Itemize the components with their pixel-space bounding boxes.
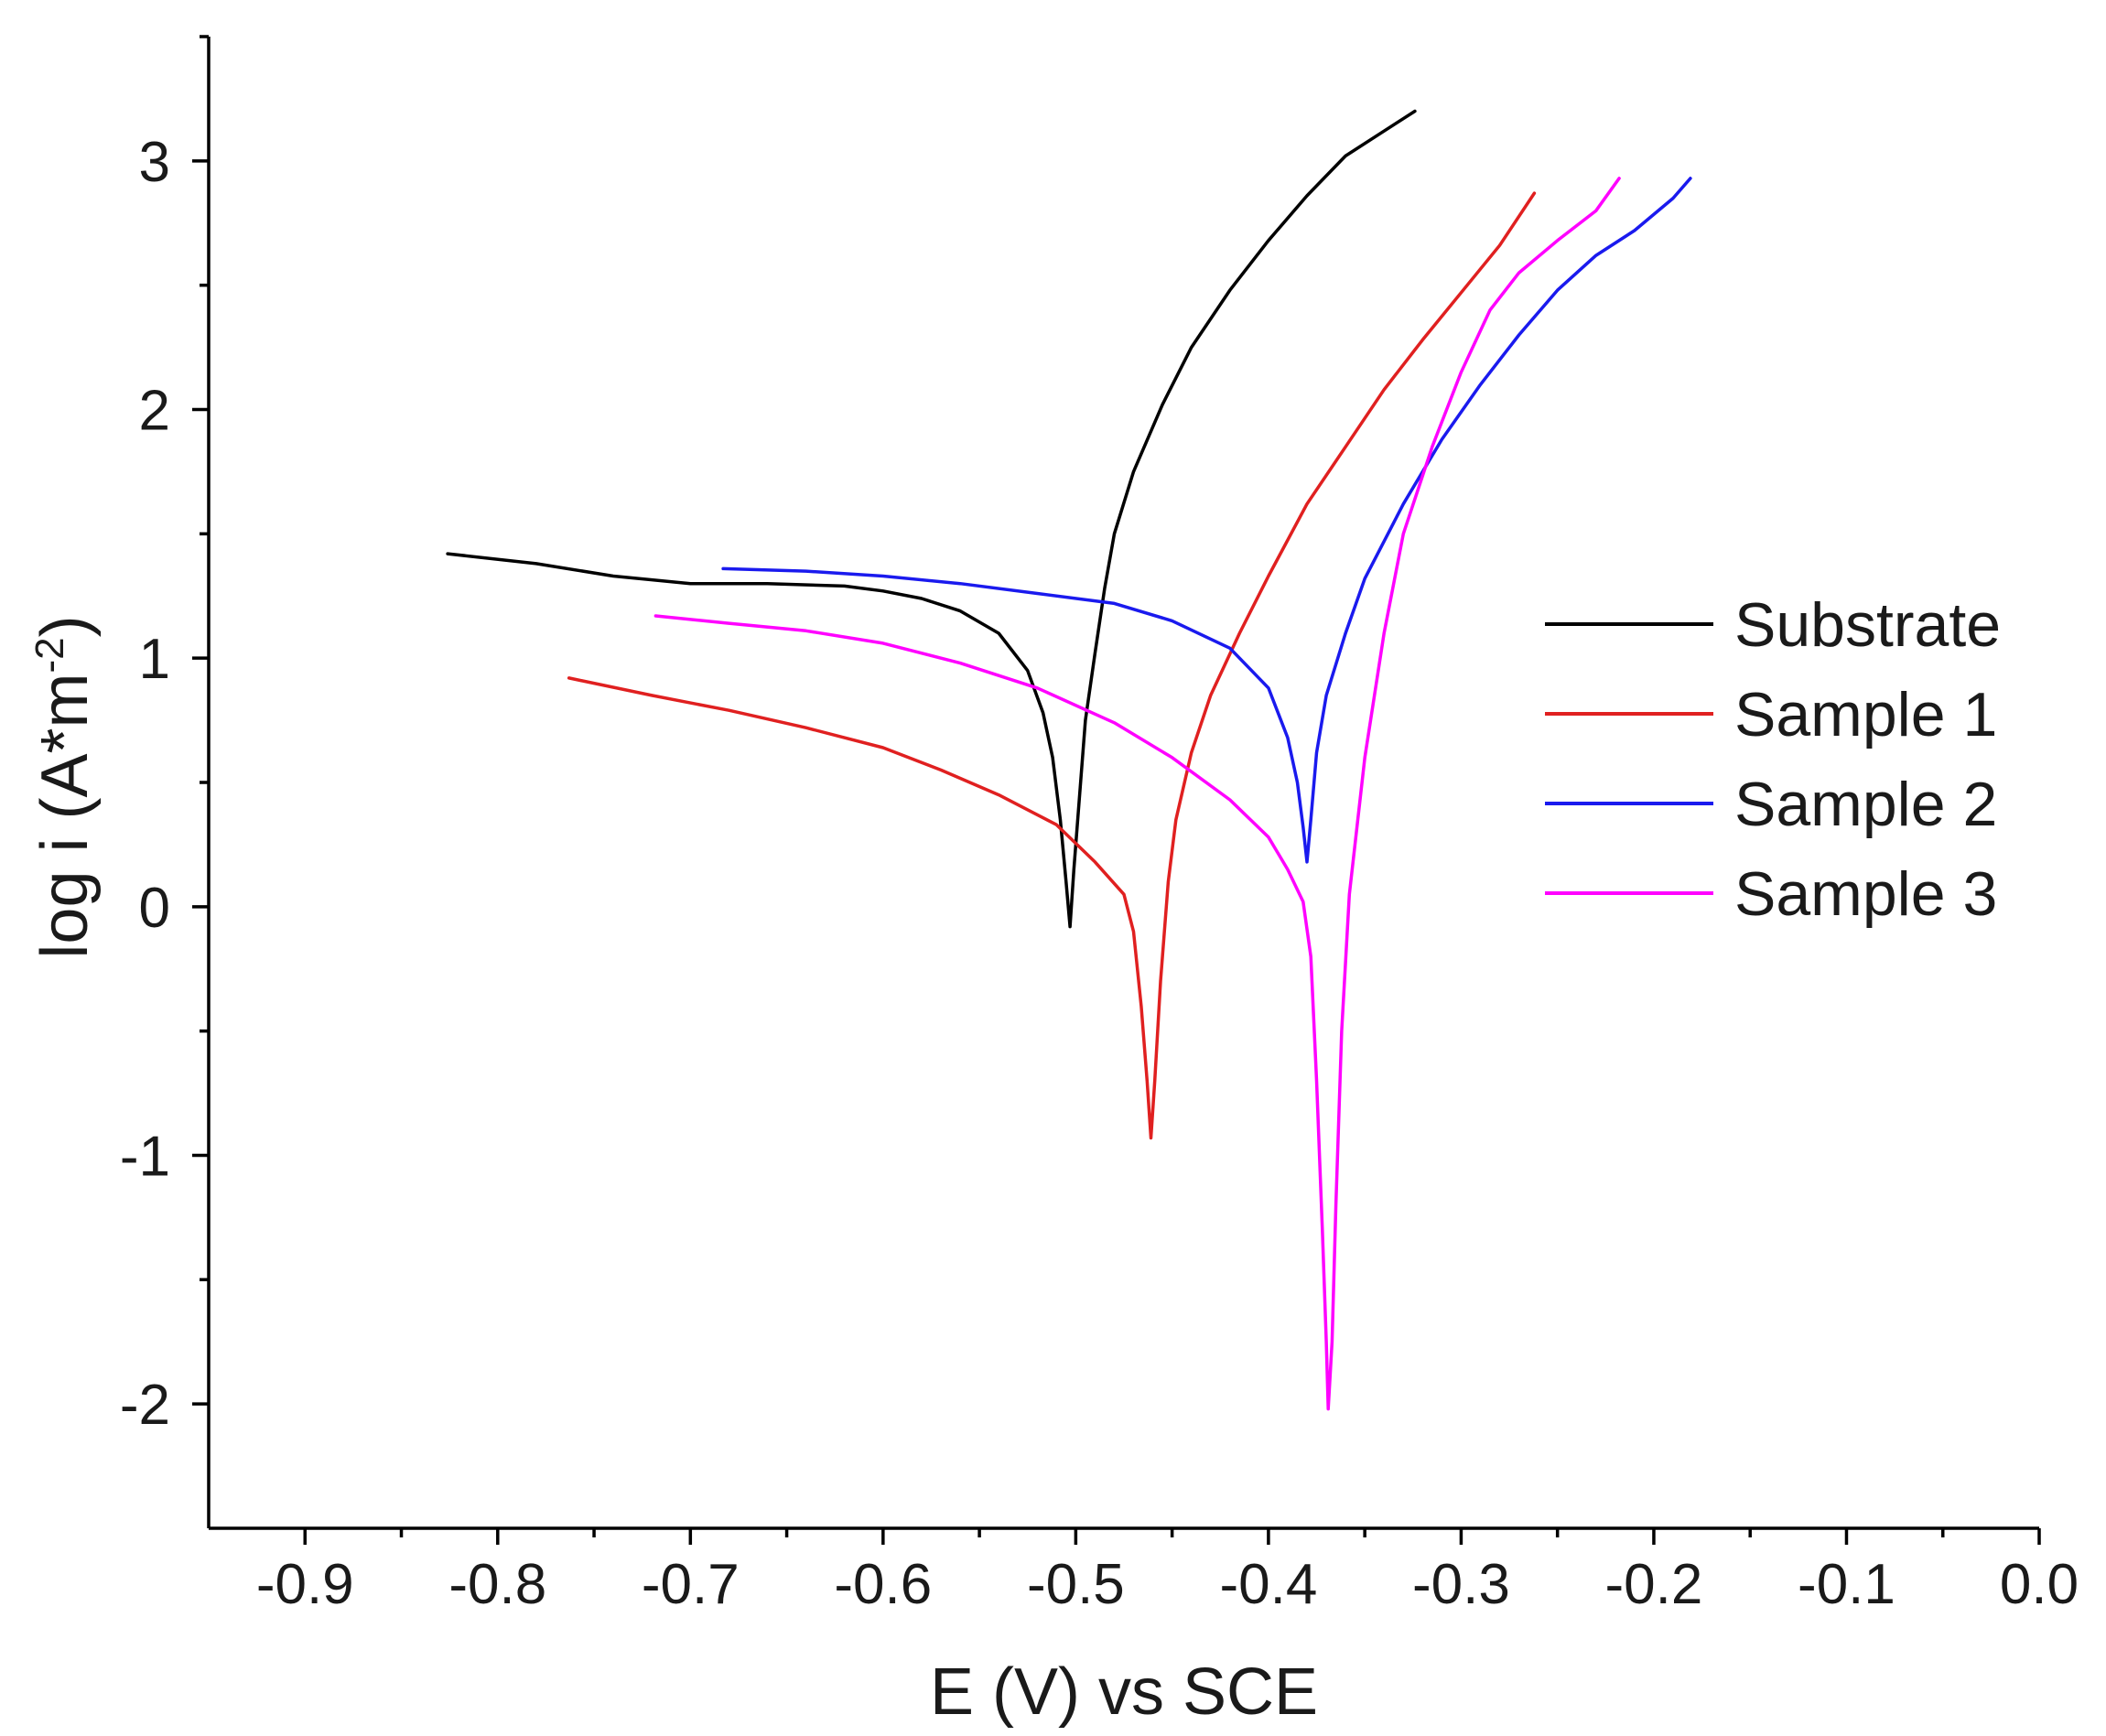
x-tick-label: -0.8	[448, 1553, 546, 1616]
x-axis-title: E (V) vs SCE	[930, 1655, 1318, 1729]
series-line-substrate	[446, 109, 1417, 929]
x-tick-label: -0.2	[1605, 1553, 1703, 1616]
y-tick-label: 3	[139, 131, 170, 194]
series-line-sample-3	[653, 177, 1621, 1411]
series-line-sample-2	[721, 177, 1692, 864]
x-tick-label: -0.7	[642, 1553, 740, 1616]
series-group	[446, 109, 1692, 1411]
y-axis-title-sup: -2	[27, 637, 72, 673]
x-tick-label: -0.9	[256, 1553, 354, 1616]
ticks	[192, 35, 2041, 1545]
x-tick-label: -0.1	[1798, 1553, 1895, 1616]
x-tick-label: -0.4	[1219, 1553, 1317, 1616]
y-axis-title-close: )	[28, 615, 102, 637]
y-tick-label: 1	[139, 628, 170, 691]
legend-label-substrate: Substrate	[1734, 590, 2001, 660]
y-tick-label: -2	[120, 1374, 170, 1437]
legend: Substrate Sample 1 Sample 2 Sample 3	[1545, 590, 2001, 929]
x-tick-label: -0.3	[1412, 1553, 1510, 1616]
y-tick-label: 2	[139, 380, 170, 443]
y-tick-label: -1	[120, 1126, 170, 1189]
x-tick-label: 0.0	[2000, 1553, 2079, 1616]
legend-label-sample-2: Sample 2	[1734, 770, 1997, 839]
x-tick-label: -0.5	[1027, 1553, 1125, 1616]
series-line-sample-1	[567, 191, 1537, 1140]
y-axis-title: log i (A*m-2)	[27, 615, 102, 958]
legend-label-sample-3: Sample 3	[1734, 859, 1997, 929]
y-axis-title-main: log i (A*m	[28, 674, 102, 959]
y-tick-label: 0	[139, 877, 170, 940]
x-tick-label: -0.6	[834, 1553, 932, 1616]
tick-labels: -0.9 -0.8 -0.7 -0.6 -0.5 -0.4 -0.3 -0.2 -0.1 0.0 -…	[120, 131, 2079, 1616]
legend-label-sample-1: Sample 1	[1734, 680, 1997, 749]
